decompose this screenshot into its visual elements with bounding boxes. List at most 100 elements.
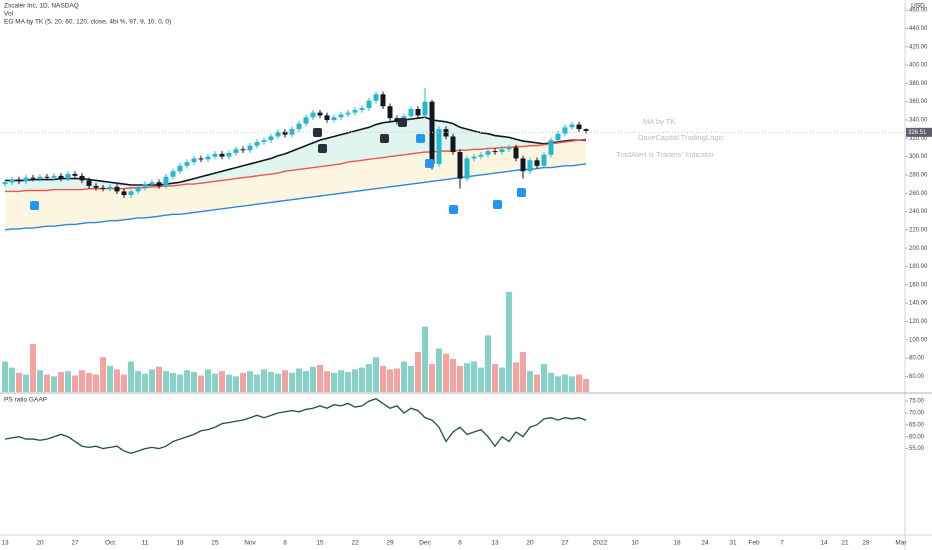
candle-body xyxy=(471,156,477,159)
candle-body xyxy=(79,175,85,181)
candle-body xyxy=(317,112,323,116)
x-tick-label: 13 xyxy=(491,540,499,547)
x-tick-label: 24 xyxy=(701,540,709,547)
volume-bar xyxy=(58,371,64,392)
volume-bar xyxy=(114,369,120,392)
volume-bar xyxy=(149,369,155,392)
signal-badge xyxy=(425,159,434,168)
x-tick-label: 11 xyxy=(142,540,149,547)
signal-badge xyxy=(517,188,526,197)
annotation: DaveCapital TradingLogic xyxy=(638,133,724,142)
candle-body xyxy=(352,109,358,113)
volume-bar xyxy=(79,370,85,392)
volume-bar xyxy=(240,372,246,392)
candle-body xyxy=(380,94,386,107)
volume-bar xyxy=(359,367,365,392)
candle-body xyxy=(394,118,400,122)
x-tick-label: 13 xyxy=(1,540,9,547)
candle-body xyxy=(149,182,155,185)
candle-body xyxy=(233,149,239,153)
volume-bar xyxy=(520,351,526,392)
volume-bar xyxy=(100,357,106,392)
candle-body xyxy=(548,140,554,155)
candle-body xyxy=(72,174,78,176)
candle-body xyxy=(457,152,463,179)
volume-bar xyxy=(275,373,281,392)
x-tick-label: 18 xyxy=(673,540,681,547)
candle-body xyxy=(338,114,344,118)
last-price-tag xyxy=(906,127,932,137)
candle-body xyxy=(324,115,330,120)
x-tick-label: Oct xyxy=(105,540,115,547)
y-tick-label: 60.00 xyxy=(909,374,925,380)
y-tick-label: 220.00 xyxy=(909,227,928,233)
volume-bar xyxy=(177,374,183,392)
x-tick-label: Dec xyxy=(419,540,431,547)
y-tick-label: 200.00 xyxy=(909,246,928,252)
volume-bar xyxy=(261,369,267,392)
volume-bar xyxy=(457,365,463,392)
candle-body xyxy=(86,180,92,186)
volume-bar xyxy=(450,358,456,392)
volume-bar xyxy=(464,363,470,392)
y-tick-label: 440.00 xyxy=(909,26,928,32)
volume-bar xyxy=(219,371,225,392)
candle-body xyxy=(177,165,183,172)
candle-body xyxy=(23,177,29,182)
volume-bar xyxy=(9,367,15,392)
volume-bar xyxy=(401,361,407,392)
candle-body xyxy=(583,129,589,131)
volume-bar xyxy=(324,371,330,392)
volume-bar xyxy=(485,335,491,392)
volume-bar xyxy=(562,374,568,392)
candle-body xyxy=(289,129,295,135)
volume-bar xyxy=(422,326,428,392)
candle-body xyxy=(205,156,211,160)
volume-bar xyxy=(247,371,253,392)
candle-body xyxy=(114,186,120,192)
x-tick-label: 6 xyxy=(458,540,462,547)
signal-badge xyxy=(313,128,322,137)
x-tick-label: 27 xyxy=(561,540,569,547)
y-tick-label: 180.00 xyxy=(909,264,928,270)
x-tick-label: 20 xyxy=(36,540,44,547)
signal-badge xyxy=(416,134,425,143)
candle-body xyxy=(261,140,267,142)
ratio-title: PS ratio GAAP xyxy=(4,397,47,404)
candle-body xyxy=(163,176,169,186)
x-tick-label: 2022 xyxy=(593,540,608,547)
chart-title: Zscaler Inc, 1D, NASDAQ xyxy=(4,3,79,10)
volume-bar xyxy=(373,357,379,392)
y-tick-label: 340.00 xyxy=(909,118,928,124)
signal-badge xyxy=(318,144,327,153)
volume-bar xyxy=(16,372,22,392)
candle-body xyxy=(247,145,253,151)
y-tick-label: 420.00 xyxy=(909,44,928,50)
y-tick-label: 280.00 xyxy=(909,173,928,179)
candle-body xyxy=(569,124,575,128)
x-tick-label: 25 xyxy=(211,540,219,547)
candle-body xyxy=(184,162,190,166)
volume-bar xyxy=(548,372,554,392)
x-tick-label: 14 xyxy=(820,540,828,547)
candle-body xyxy=(296,123,302,130)
last-price-label: 326.51 xyxy=(908,130,927,136)
x-tick-label: 15 xyxy=(316,540,324,547)
volume-bar xyxy=(2,361,8,392)
candle-body xyxy=(121,191,127,196)
volume-bar xyxy=(345,371,351,392)
volume-bar xyxy=(128,361,134,392)
volume-bar xyxy=(513,362,519,392)
x-tick-label: 21 xyxy=(841,540,849,547)
candle-body xyxy=(492,151,498,153)
candle-body xyxy=(2,182,8,185)
signal-badge xyxy=(449,205,458,214)
y-tick-label: 240.00 xyxy=(909,209,928,215)
candle-body xyxy=(541,154,547,166)
candle-body xyxy=(478,154,484,157)
volume-bar xyxy=(226,374,232,392)
candle-body xyxy=(373,94,379,101)
volume-bar xyxy=(534,374,540,392)
candle-body xyxy=(345,112,351,115)
candle-body xyxy=(555,133,561,141)
